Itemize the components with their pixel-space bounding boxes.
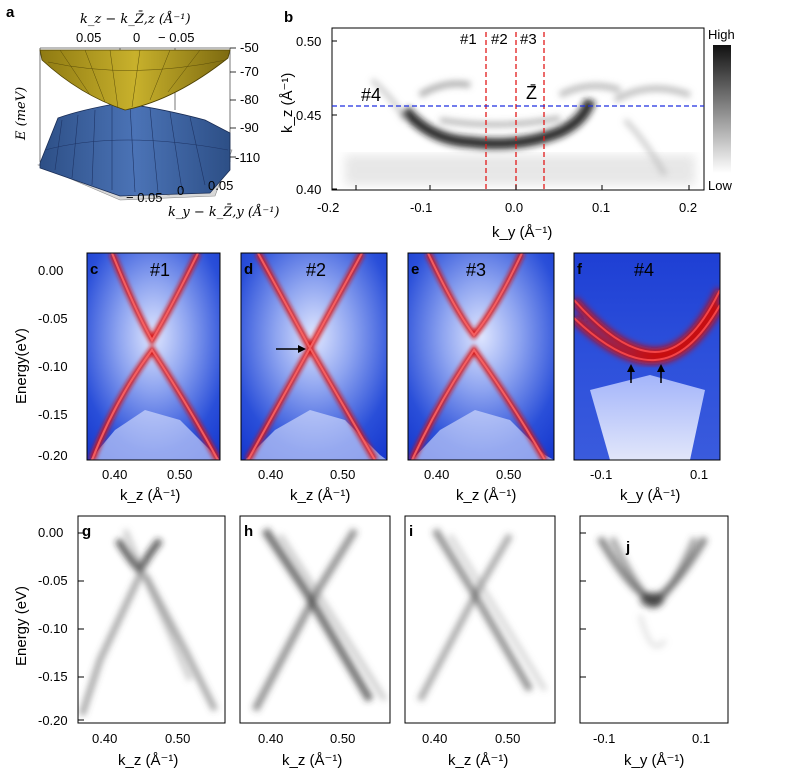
theory-y-axis-label: Energy(eV) <box>13 328 30 404</box>
panel-i-label: i <box>409 523 413 540</box>
exp-y-tick-1: 0.00 <box>38 525 63 540</box>
panel-h-label: h <box>244 523 253 540</box>
panel-a-bottom-tick-1: − 0.05 <box>126 190 163 205</box>
panel-d-x-axis-label: k_z (Å⁻¹) <box>290 487 350 504</box>
panel-j-label: j <box>625 539 630 556</box>
panel-e-cut-label: #3 <box>466 260 486 280</box>
panel-b-x-tick-3: 0.0 <box>505 200 523 215</box>
cut-label-4: #4 <box>361 85 381 105</box>
panel-b-x-tick-4: 0.1 <box>592 200 610 215</box>
panel-a-z-tick-3: -80 <box>240 92 259 107</box>
panel-j-x-axis-label: k_y (Å⁻¹) <box>624 752 684 769</box>
theory-y-tick-3: -0.10 <box>38 359 68 374</box>
panel-i-x-axis-label: k_z (Å⁻¹) <box>448 752 508 769</box>
theory-panels: Energy(eV) 0.00 -0.05 -0.10 -0.15 -0.20 … <box>13 252 721 504</box>
panel-f: f #4 -0.1 0.1 k_y (Å⁻¹) <box>573 252 721 504</box>
panel-a-bottom-axis-label: k_y − k_Z̄,y (Å⁻¹) <box>168 204 280 220</box>
panel-g-x-axis-label: k_z (Å⁻¹) <box>118 752 178 769</box>
exp-y-tick-3: -0.10 <box>38 621 68 636</box>
exp-y-tick-2: -0.05 <box>38 573 68 588</box>
panel-d-x-tick-1: 0.40 <box>258 467 283 482</box>
panel-i-x-tick-1: 0.40 <box>422 731 447 746</box>
panel-j-x-tick-2: 0.1 <box>692 731 710 746</box>
panel-h-x-tick-1: 0.40 <box>258 731 283 746</box>
theory-y-tick-1: 0.00 <box>38 263 63 278</box>
panel-a-z-tick-1: -50 <box>240 40 259 55</box>
cut-label-2: #2 <box>491 31 508 48</box>
panel-c-cut-label: #1 <box>150 260 170 280</box>
panel-g-x-tick-2: 0.50 <box>165 731 190 746</box>
panel-f-x-tick-2: 0.1 <box>690 467 708 482</box>
panel-b-x-tick-1: -0.2 <box>317 200 339 215</box>
cut-label-3: #3 <box>520 31 537 48</box>
panel-c-x-tick-1: 0.40 <box>102 467 127 482</box>
panel-e-label: e <box>411 261 419 278</box>
panel-j-x-tick-1: -0.1 <box>593 731 615 746</box>
panel-a-z-axis-label: E (meV) <box>14 87 29 141</box>
panel-j: j -0.1 0.1 k_y (Å⁻¹) <box>579 515 729 769</box>
panel-b-x-tick-2: -0.1 <box>410 200 432 215</box>
theory-y-tick-2: -0.05 <box>38 311 68 326</box>
panel-a-z-tick-4: -90 <box>240 120 259 135</box>
colorbar-low-label: Low <box>708 178 732 193</box>
panel-a-top-tick-2: 0 <box>133 30 140 45</box>
panel-a-lower-band <box>39 102 231 197</box>
cut-label-1: #1 <box>460 31 477 48</box>
panel-a-bottom-tick-2: 0 <box>177 183 184 198</box>
panel-e: e #3 0.40 0.50 k_z (Å⁻¹) <box>407 252 555 504</box>
panel-g-label: g <box>82 523 91 540</box>
panel-d-x-tick-2: 0.50 <box>330 467 355 482</box>
panel-d-label: d <box>244 261 253 278</box>
exp-y-axis-label: Energy (eV) <box>13 586 30 666</box>
exp-y-tick-5: -0.20 <box>38 713 68 728</box>
theory-y-tick-4: -0.15 <box>38 407 68 422</box>
theory-y-tick-5: -0.20 <box>38 448 68 463</box>
panel-f-label: f <box>577 261 583 278</box>
panel-g-x-tick-1: 0.40 <box>92 731 117 746</box>
experiment-panels: Energy (eV) 0.00 -0.05 -0.10 -0.15 -0.20… <box>13 515 729 769</box>
panel-a-top-tick-3: − 0.05 <box>158 30 195 45</box>
panel-h: h 0.40 0.50 k_z (Å⁻¹) <box>239 515 391 769</box>
panel-b-y-tick-3: 0.40 <box>296 182 321 197</box>
panel-a-z-tick-5: -110 <box>235 150 260 165</box>
panel-b: b #1 #2 #3 #4 Z̄ <box>279 9 735 241</box>
colorbar <box>713 45 731 173</box>
panel-c: c #1 0.40 0.50 k_z (Å⁻¹) <box>86 252 221 504</box>
panel-i-x-tick-2: 0.50 <box>495 731 520 746</box>
panel-g: g 0.40 0.50 k_z (Å⁻¹) <box>77 515 226 769</box>
panel-b-x-tick-5: 0.2 <box>679 200 697 215</box>
panel-h-x-axis-label: k_z (Å⁻¹) <box>282 752 342 769</box>
panel-b-label: b <box>284 9 293 26</box>
panel-d: d #2 0.40 0.50 k_z (Å⁻¹) <box>240 252 388 504</box>
panel-b-fermi-map <box>345 78 695 185</box>
panel-a-label: a <box>6 4 15 21</box>
panel-c-x-axis-label: k_z (Å⁻¹) <box>120 487 180 504</box>
panel-i: i 0.40 0.50 k_z (Å⁻¹) <box>404 515 556 769</box>
panel-d-cut-label: #2 <box>306 260 326 280</box>
panel-b-y-axis-label: k_z (Å⁻¹) <box>279 73 296 133</box>
panel-a-top-tick-1: 0.05 <box>76 30 101 45</box>
z-bar-point-label: Z̄ <box>526 83 537 103</box>
panel-e-x-tick-2: 0.50 <box>496 467 521 482</box>
exp-y-tick-4: -0.15 <box>38 669 68 684</box>
panel-b-y-tick-2: 0.45 <box>296 108 321 123</box>
panel-a: a k_z − k_Z̄,z (Å⁻¹) 0.05 0 − 0.05 <box>6 4 280 220</box>
panel-e-x-tick-1: 0.40 <box>424 467 449 482</box>
panel-h-x-tick-2: 0.50 <box>330 731 355 746</box>
panel-a-upper-band <box>39 49 231 111</box>
panel-f-x-axis-label: k_y (Å⁻¹) <box>620 487 680 504</box>
panel-b-x-axis-label: k_y (Å⁻¹) <box>492 224 552 241</box>
panel-f-x-tick-1: -0.1 <box>590 467 612 482</box>
panel-a-top-axis-label: k_z − k_Z̄,z (Å⁻¹) <box>80 11 191 27</box>
panel-e-x-axis-label: k_z (Å⁻¹) <box>456 487 516 504</box>
panel-f-cut-label: #4 <box>634 260 654 280</box>
panel-a-z-tick-2: -70 <box>240 64 259 79</box>
panel-b-y-tick-1: 0.50 <box>296 34 321 49</box>
colorbar-high-label: High <box>708 27 735 42</box>
panel-c-label: c <box>90 261 98 278</box>
panel-a-bottom-tick-3: 0.05 <box>208 178 233 193</box>
panel-c-x-tick-2: 0.50 <box>167 467 192 482</box>
